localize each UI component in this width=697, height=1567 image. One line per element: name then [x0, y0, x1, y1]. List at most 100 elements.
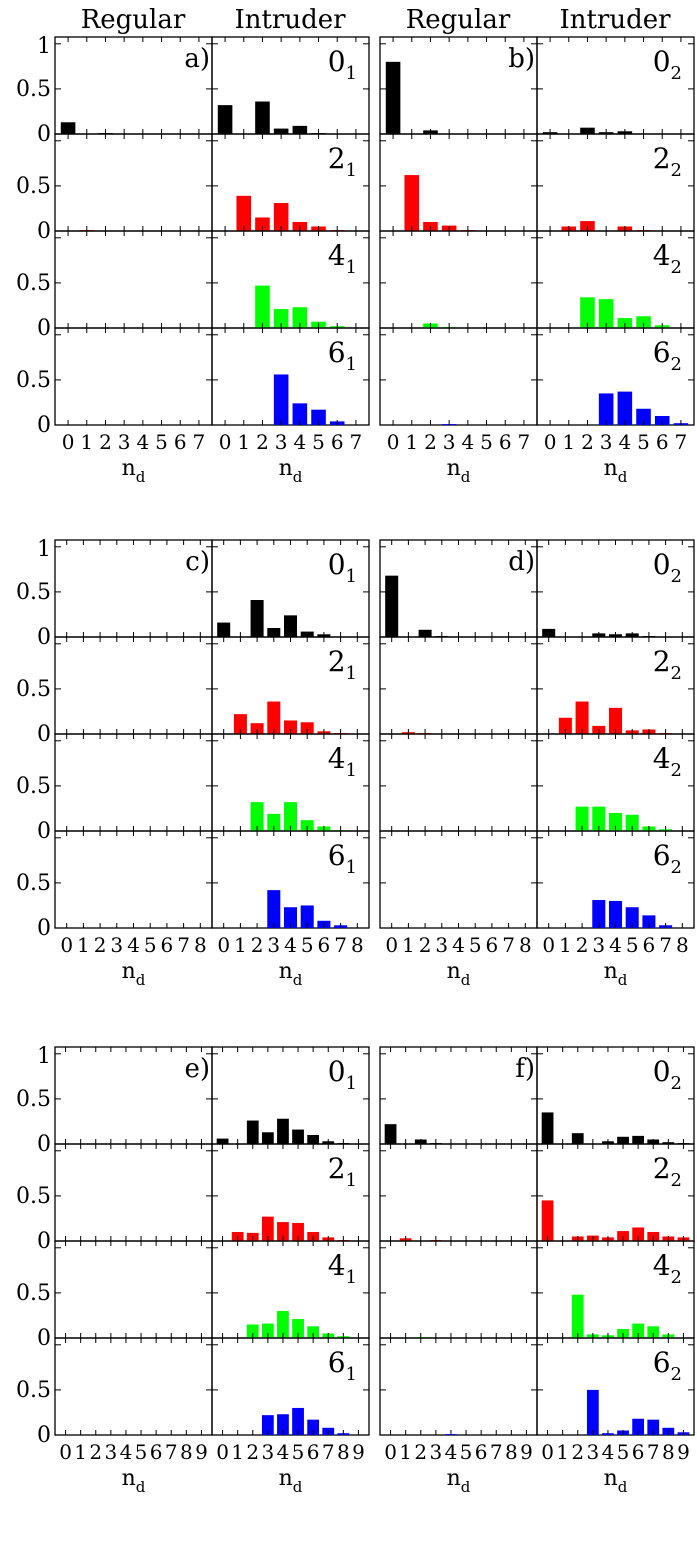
bar — [404, 175, 419, 231]
x-tick-label: 1 — [405, 430, 418, 454]
intruder-plot-a-row-3: 61 — [212, 328, 369, 425]
x-tick-label: 7 — [322, 1440, 335, 1464]
x-tick-label: 0 — [542, 933, 555, 957]
panel-c: c) 0100.512100.54100.56100.50 1 2 3 4 5 6 7 8nd0 1… — [16, 537, 369, 989]
intruder-plot-c-row-1: 21 — [212, 637, 369, 734]
x-axis-label: nd — [447, 959, 471, 989]
x-tick-label: 8 — [180, 1440, 193, 1464]
x-axis-label: nd — [604, 456, 628, 486]
x-tick-label: 3 — [600, 430, 613, 454]
regular-plot-f-row-1 — [380, 1144, 537, 1241]
x-tick-label: 1 — [402, 933, 415, 957]
regular-plot-d-row-1 — [380, 637, 537, 734]
x-tick-label: 0 — [216, 1440, 229, 1464]
header-regular-right: Regular — [406, 5, 511, 35]
x-tick-label: 2 — [251, 933, 264, 957]
y-tick-label: 0 — [37, 625, 51, 650]
x-tick-label: 9 — [195, 1440, 208, 1464]
regular-plot-e-row-3 — [55, 1338, 212, 1435]
intruder-plot-b-row-3: 62 — [537, 328, 694, 425]
x-tick-label: 4 — [284, 933, 297, 957]
bar — [267, 890, 280, 928]
regular-plot-f-row-0: f) — [380, 1047, 537, 1144]
x-tick-label: 1 — [231, 1440, 244, 1464]
x-tick-label: 7 — [659, 933, 672, 957]
y-tick-label: 1 — [37, 34, 51, 59]
x-tick-label: 2 — [89, 1440, 102, 1464]
x-tick-label: 1 — [237, 430, 250, 454]
regular-plot-c-row-1 — [55, 637, 212, 734]
x-tick-label: 7 — [518, 430, 531, 454]
state-label: 42 — [653, 239, 682, 278]
x-tick-label: 6 — [161, 933, 174, 957]
x-axis-label: nd — [447, 456, 471, 486]
regular-plot-e-row-0: e) — [55, 1047, 212, 1144]
intruder-plot-d-row-1: 22 — [537, 637, 694, 734]
y-tick-label: 0.5 — [16, 871, 51, 896]
x-tick-label: 8 — [519, 933, 532, 957]
plot-frame — [380, 1144, 537, 1241]
state-label: 02 — [653, 548, 682, 587]
bar — [385, 576, 398, 637]
state-label: 42 — [653, 742, 682, 781]
plot-frame — [55, 328, 212, 425]
x-tick-label: 3 — [275, 430, 288, 454]
y-tick-label: 0 — [37, 1229, 51, 1254]
plot-frame — [380, 1241, 537, 1338]
state-label: 22 — [653, 645, 682, 684]
intruder-plot-c-row-2: 41 — [212, 734, 369, 831]
state-label: 21 — [328, 142, 357, 181]
x-axis-label: nd — [122, 456, 146, 486]
x-tick-label: 7 — [675, 430, 688, 454]
x-tick-label: 5 — [301, 933, 314, 957]
bar — [587, 1390, 599, 1435]
regular-plot-c-row-3 — [55, 831, 212, 928]
x-tick-label: 8 — [505, 1440, 518, 1464]
x-tick-label: 0 — [385, 933, 398, 957]
bar — [572, 1295, 584, 1338]
y-tick-label: 0 — [37, 819, 51, 844]
plot-frame — [380, 231, 537, 328]
state-label: 61 — [328, 336, 357, 375]
bar — [542, 1200, 554, 1241]
intruder-plot-b-row-2: 42 — [537, 231, 694, 328]
state-label: 21 — [328, 645, 357, 684]
y-tick-label: 0.5 — [16, 1281, 51, 1306]
state-label: 41 — [328, 239, 357, 278]
bar — [255, 286, 270, 328]
header-regular-left: Regular — [81, 5, 186, 35]
bar — [236, 196, 251, 231]
x-tick-label: 4 — [136, 430, 149, 454]
x-tick-label: 1 — [77, 933, 90, 957]
y-tick-label: 0 — [37, 722, 51, 747]
plot-frame — [380, 734, 537, 831]
y-tick-label: 0.5 — [16, 174, 51, 199]
intruder-plot-e-row-3: 61 — [212, 1338, 369, 1435]
intruder-plot-f-row-0: 02 — [537, 1047, 694, 1144]
x-tick-label: 3 — [118, 430, 131, 454]
x-tick-label: 0 — [387, 430, 400, 454]
x-tick-label: 6 — [632, 1440, 645, 1464]
plot-frame — [380, 1338, 537, 1435]
state-label: 02 — [653, 45, 682, 84]
intruder-plot-d-row-0: 02 — [537, 540, 694, 637]
plot-frame — [380, 1047, 537, 1144]
x-tick-label: 8 — [676, 933, 689, 957]
x-tick-label: 3 — [592, 933, 605, 957]
plot-frame — [380, 328, 537, 425]
intruder-plot-a-row-1: 21 — [212, 134, 369, 231]
state-label: 22 — [653, 142, 682, 181]
x-tick-label: 4 — [445, 1440, 458, 1464]
x-tick-label: 2 — [246, 1440, 259, 1464]
x-tick-label: 2 — [99, 430, 112, 454]
y-tick-label: 0.5 — [16, 677, 51, 702]
x-tick-label: 6 — [331, 430, 344, 454]
x-axis-label: nd — [122, 959, 146, 989]
x-tick-label: 8 — [351, 933, 364, 957]
x-tick-label: 8 — [337, 1440, 350, 1464]
x-tick-label: 0 — [60, 933, 73, 957]
intruder-plot-f-row-3: 62 — [537, 1338, 694, 1435]
